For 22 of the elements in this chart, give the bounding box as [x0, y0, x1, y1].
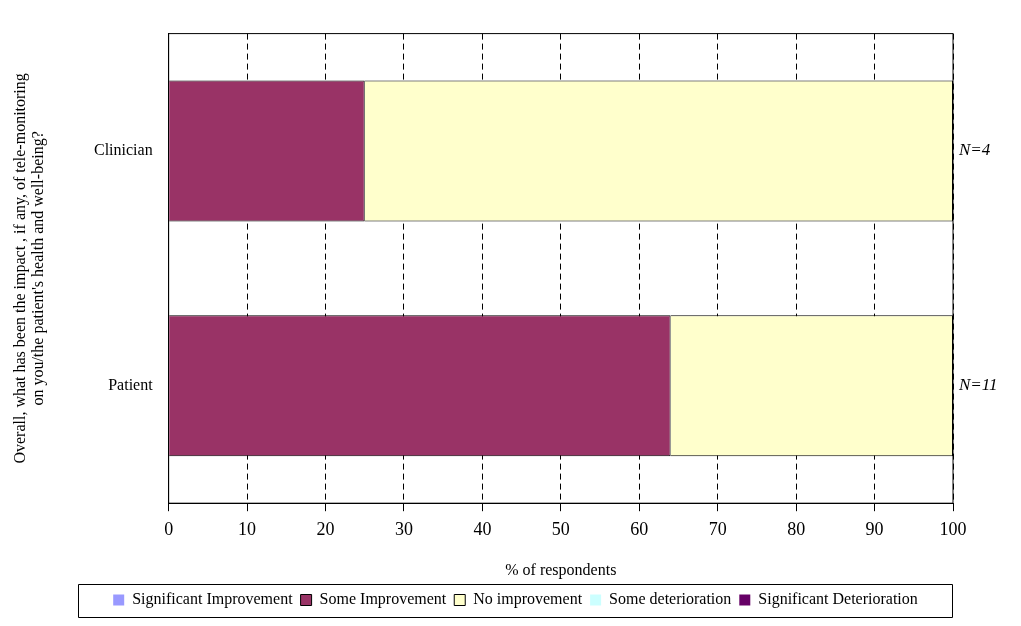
x-tick-label: 50 [551, 518, 570, 539]
legend-label: Some Improvement [319, 590, 447, 609]
x-tick-label: 20 [316, 518, 335, 539]
x-tick-label: 90 [865, 518, 884, 539]
x-tick-label: 70 [708, 518, 727, 539]
legend-label: Some deterioration [609, 590, 732, 608]
text: N=4 [958, 140, 991, 160]
x-tick-label: 30 [394, 518, 413, 539]
x-tick-label: 80 [787, 518, 806, 539]
y-tick-label: Clinician [94, 141, 153, 159]
x-axis-title: % of respondents [505, 560, 617, 579]
legend-label: No improvement [473, 590, 583, 609]
y-axis-title: Overall, what has been the impact , if any, of tele-monitoring on you/the patient's health and well-being? [11, 73, 48, 464]
x-tick-label: 60 [630, 518, 649, 539]
text: N=11 [958, 375, 998, 395]
x-tick-label: 10 [238, 518, 257, 539]
x-tick-label: 40 [473, 518, 492, 539]
x-tick-label: 0 [164, 518, 174, 539]
legend-label: Significant Deterioration [758, 590, 918, 609]
x-tick-label: 100 [939, 518, 967, 539]
y-tick-label: Patient [108, 376, 154, 393]
legend-label: Significant Improvement [132, 590, 294, 609]
